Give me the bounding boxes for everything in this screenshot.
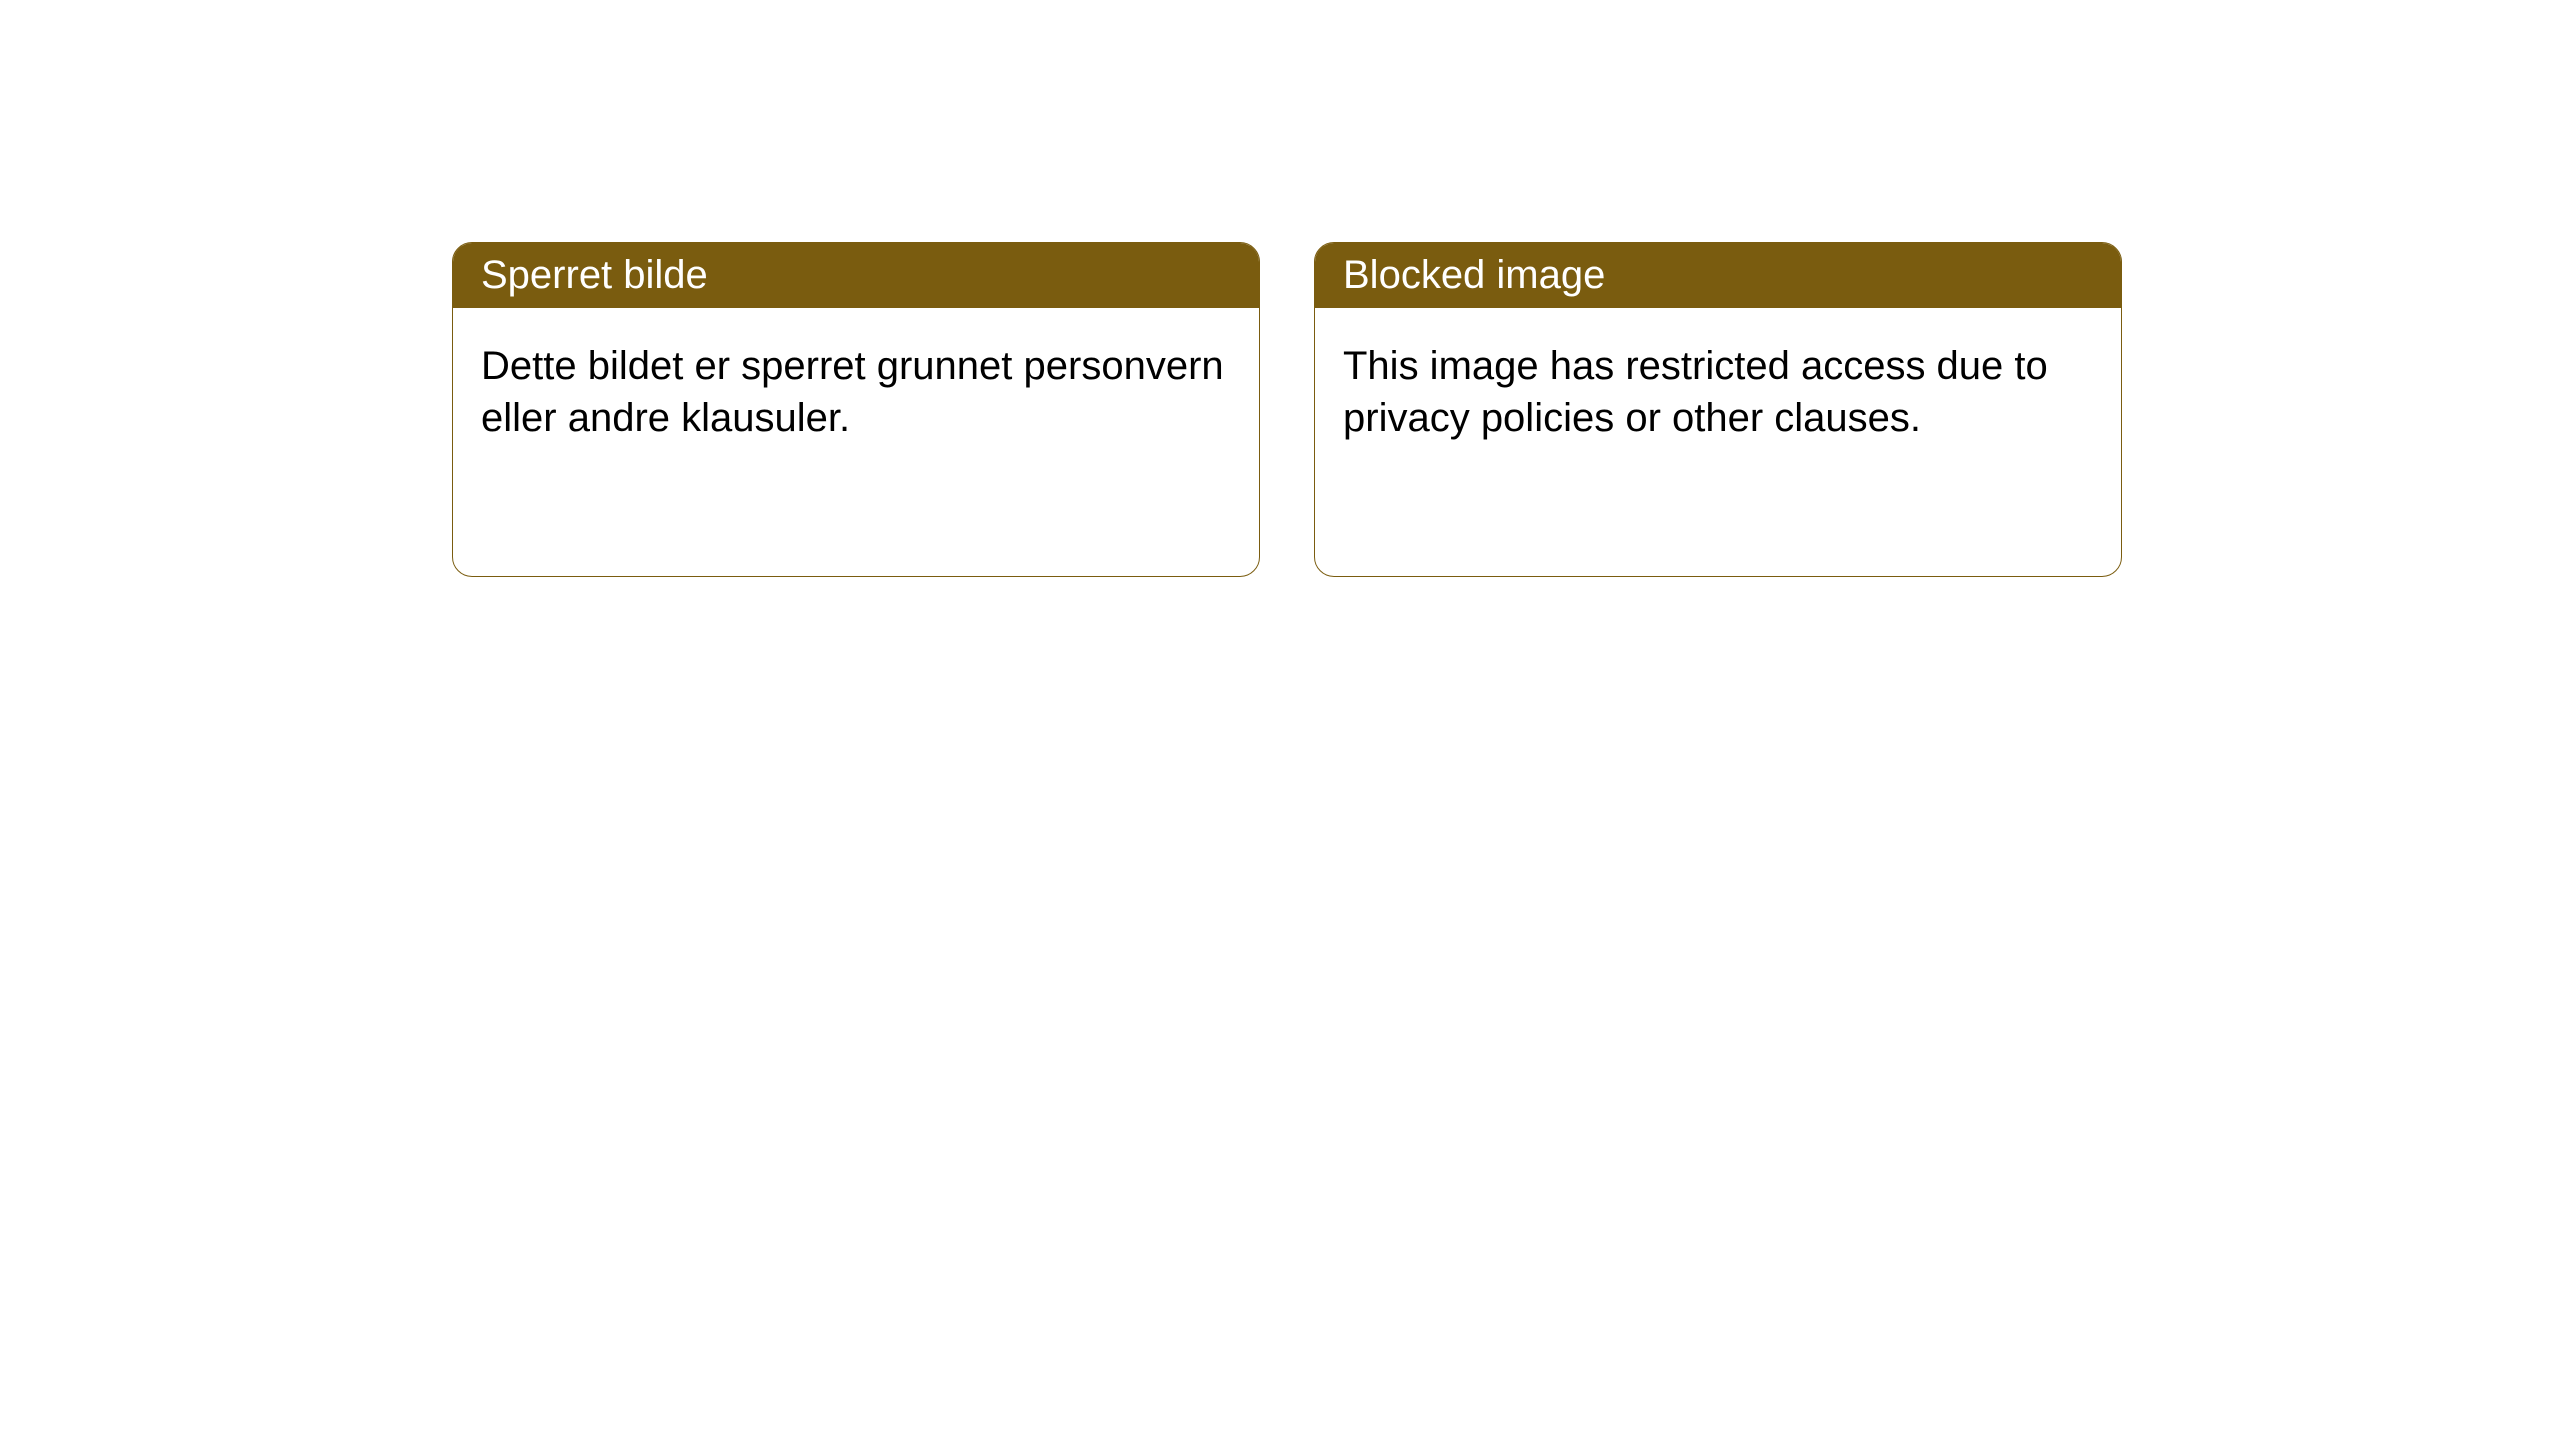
- notice-text-norwegian: Dette bildet er sperret grunnet personve…: [481, 344, 1224, 440]
- notice-body-english: This image has restricted access due to …: [1315, 308, 2121, 476]
- notice-title-norwegian: Sperret bilde: [481, 253, 708, 297]
- notice-header-english: Blocked image: [1315, 243, 2121, 308]
- notice-body-norwegian: Dette bildet er sperret grunnet personve…: [453, 308, 1259, 476]
- notice-box-norwegian: Sperret bilde Dette bildet er sperret gr…: [452, 242, 1260, 577]
- notice-title-english: Blocked image: [1343, 253, 1605, 297]
- notice-container: Sperret bilde Dette bildet er sperret gr…: [452, 242, 2122, 577]
- notice-text-english: This image has restricted access due to …: [1343, 344, 2048, 440]
- notice-box-english: Blocked image This image has restricted …: [1314, 242, 2122, 577]
- notice-header-norwegian: Sperret bilde: [453, 243, 1259, 308]
